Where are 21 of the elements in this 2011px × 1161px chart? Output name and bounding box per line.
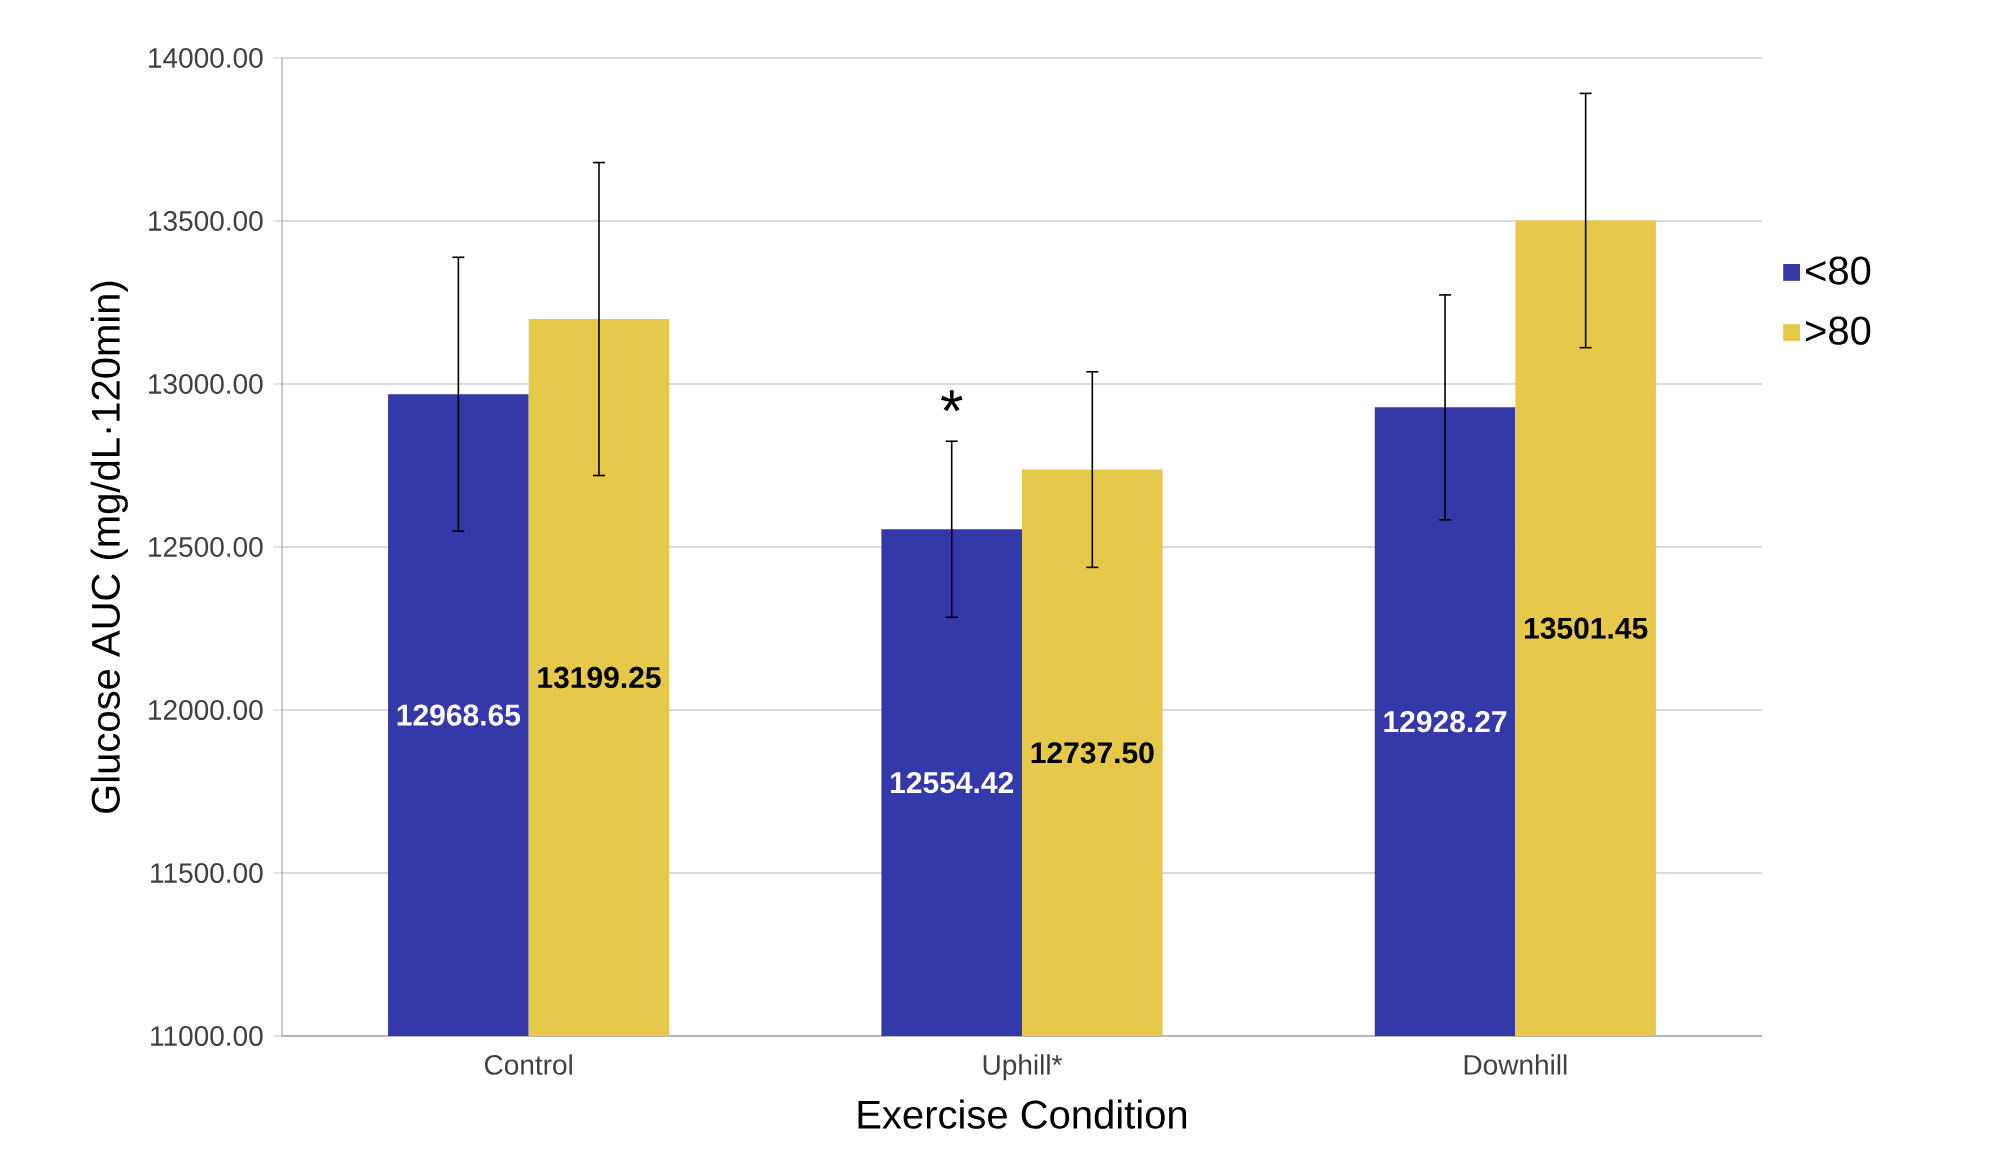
y-axis-title: Glucose AUC (mg/dL·120min) (90, 281, 128, 813)
y-tick-label: 12000.00 (149, 700, 263, 720)
y-tick-label: 12500.00 (149, 537, 263, 557)
y-tick-label: 14000.00 (149, 48, 263, 68)
y-tick-label: 13500.00 (149, 211, 263, 231)
x-tick-label: Downhill (1464, 1054, 1567, 1075)
legend-label: <80 (1805, 256, 1871, 285)
data-label: 12554.42 (891, 772, 1014, 794)
y-tick-label: 13000.00 (149, 374, 263, 394)
data-label: 12928.27 (1384, 711, 1507, 733)
y-tick-label: 11000.00 (151, 1026, 263, 1046)
x-tick-label: Uphill* (983, 1054, 1063, 1081)
legend-label: >80 (1805, 316, 1871, 345)
data-label: 12968.65 (397, 704, 521, 726)
x-tick-label: Control (484, 1054, 572, 1075)
x-axis-title: Exercise Condition (858, 1099, 1187, 1129)
y-tick-label: 11500.00 (151, 863, 263, 883)
data-label: 13501.45 (1524, 617, 1648, 639)
annotation: * (941, 390, 963, 412)
data-label: 12737.50 (1031, 742, 1154, 764)
data-label: 13199.25 (538, 666, 661, 689)
